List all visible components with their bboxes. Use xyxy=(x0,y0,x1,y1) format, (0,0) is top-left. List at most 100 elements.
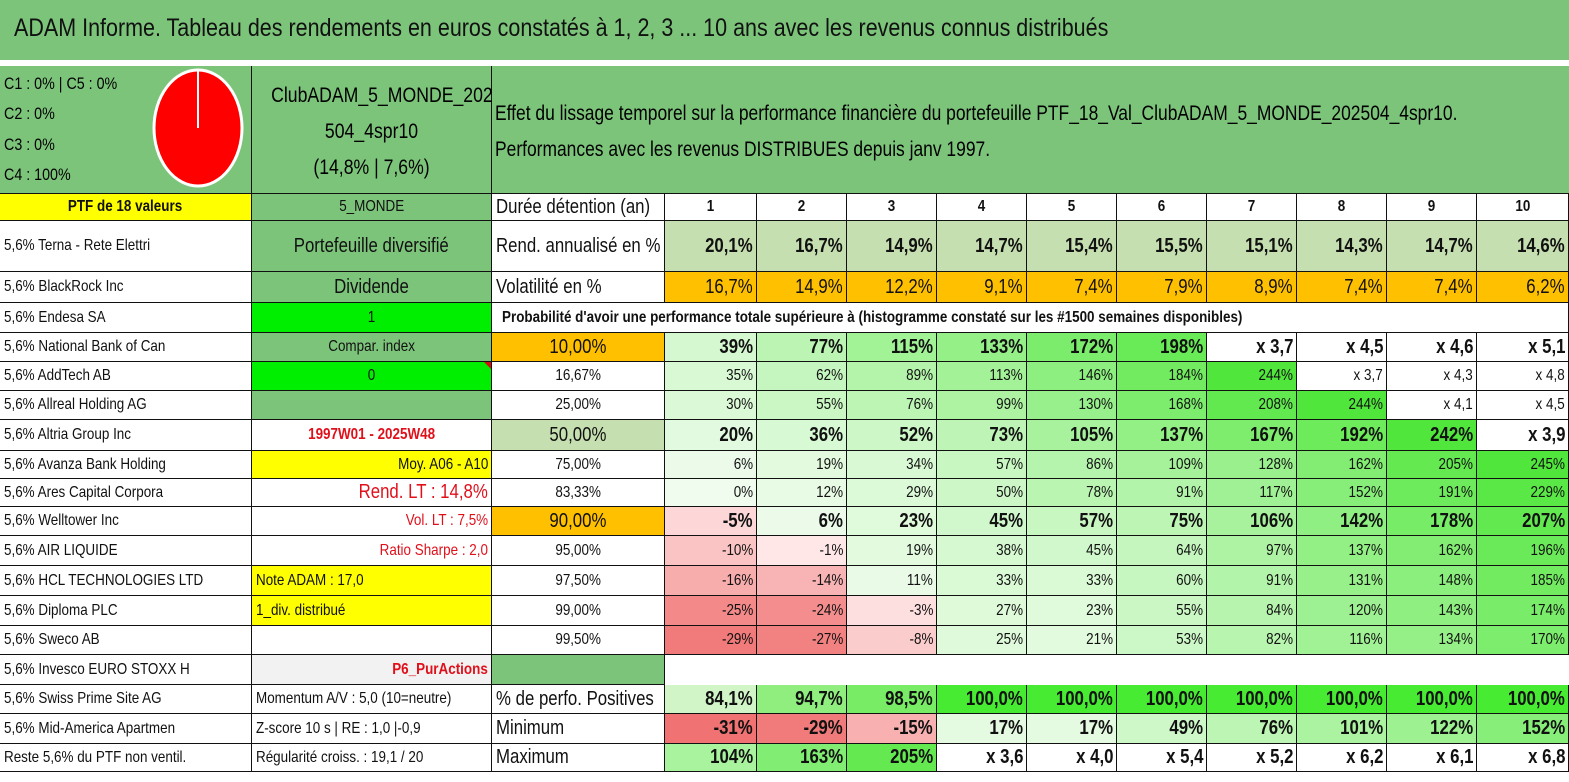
prob-threshold-3: 25,00% xyxy=(492,391,665,420)
prob-value: -3% xyxy=(847,596,937,626)
table-row: 5,6% Invesco EURO STOXX H P6_PurActions xyxy=(0,655,1569,685)
header-year-5-text: 5 xyxy=(1067,198,1076,215)
header-holding-duration: Durée détention (an) xyxy=(492,194,665,221)
prob-value: 76% xyxy=(847,391,937,420)
prob-value-text: 0% xyxy=(733,483,753,501)
rend-value-10-text: 14,6% xyxy=(1517,234,1565,257)
table-row: PTF de 18 valeurs 5_MONDE Durée détention … xyxy=(0,194,1569,221)
info-cell-7: 1997W01 - 2025W48 xyxy=(252,420,492,451)
prob-value: 142% xyxy=(1297,507,1387,536)
prob-value-text: 184% xyxy=(1168,367,1203,384)
header-year-2-text: 2 xyxy=(797,198,806,215)
stats-value: 100,0% xyxy=(1117,685,1207,714)
table-row: 5,6% BlackRock Inc Dividende Volatilité en… xyxy=(0,272,1569,303)
prob-value: 39% xyxy=(665,333,757,362)
prob-value: 6% xyxy=(665,451,757,479)
prob-value: 167% xyxy=(1207,420,1297,451)
stats-value-text: 205% xyxy=(890,746,933,768)
prob-value-text: 57% xyxy=(1079,509,1113,532)
stats-value: 100,0% xyxy=(1207,685,1297,714)
prob-value-text: 75% xyxy=(1169,509,1203,532)
header-year-3-text: 3 xyxy=(887,198,896,215)
stats-value-text: 100,0% xyxy=(1146,687,1203,710)
prob-value-text: 198% xyxy=(1160,335,1203,358)
rend-value-7: 15,1% xyxy=(1207,221,1297,272)
prob-value: 20% xyxy=(665,420,757,451)
rend-label-text: Rend. annualisé en % xyxy=(496,234,661,257)
stats-value: 100,0% xyxy=(937,685,1027,714)
rend-value-9-text: 14,7% xyxy=(1425,234,1473,257)
class-line-4: C4 : 100% xyxy=(4,165,71,184)
table-row: 5,6% Swiss Prime Site AG Momentum A/V : 5… xyxy=(0,685,1569,714)
prob-value-text: 82% xyxy=(1266,631,1293,648)
header-year-9-text: 9 xyxy=(1427,198,1436,215)
prob-value: 82% xyxy=(1207,626,1297,655)
stats-value: -29% xyxy=(757,714,847,744)
stats-value: -31% xyxy=(665,714,757,744)
prob-value-text: x 4,5 xyxy=(1345,335,1383,358)
stats-label-3-text: Maximum xyxy=(496,746,569,768)
info-cell-2-text: Dividende xyxy=(334,275,409,298)
table-row: 5,6% National Bank of Can Compar. index 10… xyxy=(0,333,1569,362)
prob-value: 89% xyxy=(847,362,937,391)
prob-value: 91% xyxy=(1117,479,1207,507)
table-row: 5,6% Mid-America Apartmen Z-score 10 s | … xyxy=(0,714,1569,744)
prob-value-text: 21% xyxy=(1086,631,1113,648)
prob-value: 133% xyxy=(937,333,1027,362)
prob-value: -14% xyxy=(757,566,847,596)
prob-threshold-2: 16,67% xyxy=(492,362,665,391)
prob-threshold-11-text: 99,50% xyxy=(555,631,601,648)
holding-row-12-text: 5,6% HCL TECHNOLOGIES LTD xyxy=(4,571,204,589)
vol-value-6-text: 7,9% xyxy=(1164,275,1203,298)
prob-value: 143% xyxy=(1387,596,1477,626)
prob-value: 23% xyxy=(1027,596,1117,626)
report-title: ADAM Informe. Tableau des rendements en … xyxy=(14,14,1109,42)
prob-value: 64% xyxy=(1117,536,1207,566)
prob-value-text: 11% xyxy=(907,571,933,589)
prob-value: 178% xyxy=(1387,507,1477,536)
info-cell-13-text: 1_div. distribué xyxy=(256,601,346,619)
holding-row-8-text: 5,6% Avanza Bank Holding xyxy=(4,455,166,473)
holding-row-10: 5,6% Welltower Inc xyxy=(0,507,252,536)
stats-value: -15% xyxy=(847,714,937,744)
holding-row-3-text: 5,6% Endesa SA xyxy=(4,308,106,326)
prob-value: 57% xyxy=(1027,507,1117,536)
vol-value-2: 14,9% xyxy=(757,272,847,303)
holding-row-6-text: 5,6% Allreal Holding AG xyxy=(4,396,147,413)
prob-value: 207% xyxy=(1477,507,1569,536)
prob-value: x 3,7 xyxy=(1297,362,1387,391)
prob-value: 99% xyxy=(937,391,1027,420)
info-cell-18: Régularité croiss. : 19,1 / 20 xyxy=(252,744,492,772)
stats-value-text: 98,5% xyxy=(885,687,933,710)
stats-value-text: 104% xyxy=(710,746,753,768)
prob-threshold-7: 90,00% xyxy=(492,507,665,536)
header-region-text: 5_MONDE xyxy=(339,198,404,215)
prob-value-text: 45% xyxy=(1086,541,1113,559)
prob-value: 77% xyxy=(757,333,847,362)
prob-value: 191% xyxy=(1387,479,1477,507)
table-row: 5,6% AddTech AB 0 16,67% 35% 62% 89% 113% 146% 1… xyxy=(0,362,1569,391)
info-cell-10: Vol. LT : 7,5% xyxy=(252,507,492,536)
vol-value-7-text: 8,9% xyxy=(1254,275,1293,298)
prob-value-text: 152% xyxy=(1348,483,1383,501)
portfolio-perf-summary: (14,8% | 7,6%) xyxy=(313,156,430,179)
prob-value: 148% xyxy=(1387,566,1477,596)
prob-value: 196% xyxy=(1477,536,1569,566)
prob-value-text: 168% xyxy=(1168,396,1203,413)
header-holding-duration-text: Durée détention (an) xyxy=(496,195,651,218)
prob-value: 113% xyxy=(937,362,1027,391)
header-year-3: 3 xyxy=(847,194,937,221)
stats-label-3: Maximum xyxy=(492,744,665,772)
prob-threshold-9: 97,50% xyxy=(492,566,665,596)
prob-value: 205% xyxy=(1387,451,1477,479)
prob-value: 27% xyxy=(937,596,1027,626)
prob-value-text: 148% xyxy=(1438,571,1473,589)
prob-value-text: 172% xyxy=(1070,335,1113,358)
stats-value-text: x 3,6 xyxy=(985,746,1023,768)
info-cell-2: Dividende xyxy=(252,272,492,303)
probability-title-text: Probabilité d'avoir une performance tota… xyxy=(502,308,1243,326)
prob-value-text: 45% xyxy=(989,509,1023,532)
stats-value: 17% xyxy=(937,714,1027,744)
prob-value-text: 55% xyxy=(1176,601,1203,619)
prob-value-text: 89% xyxy=(906,367,933,384)
